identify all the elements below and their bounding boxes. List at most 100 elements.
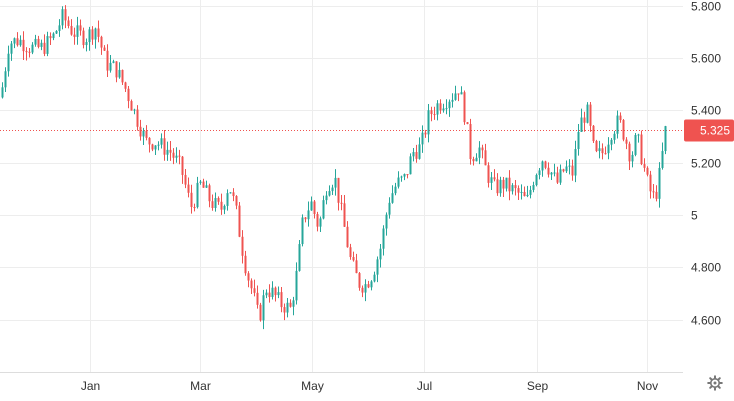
candle [304,217,307,223]
candle [103,45,106,51]
candle [259,302,262,322]
candle-body [496,179,499,194]
candle [634,133,637,157]
candle [358,271,361,291]
candle [586,102,589,124]
candle [664,125,667,155]
candle-body [376,259,379,275]
candle [559,164,562,185]
candle-body [196,182,199,208]
candle [397,171,400,189]
candle [262,289,265,330]
candle-body [37,38,40,47]
candle-body [262,295,265,321]
candle [94,27,97,49]
candle-body [100,36,103,48]
candle [13,37,16,49]
candle [253,279,256,297]
candle [415,144,418,163]
candle-body [187,184,190,193]
candle-body [190,192,193,208]
candle-body [31,44,34,53]
gear-icon[interactable] [707,375,723,391]
candle-body [604,153,607,155]
candle-body [619,115,622,121]
candle-body [130,101,133,111]
candle [571,159,574,181]
candle-body [340,202,343,204]
candle-body [238,205,241,237]
candle-body [385,214,388,229]
candle [550,171,553,181]
current-price-label: 5.325 [700,124,730,138]
candle [166,141,169,161]
candle [544,160,547,170]
x-tick-label: Jan [81,379,100,393]
candle [52,32,55,41]
candle-body [523,191,526,197]
candle-body [319,218,322,227]
candle-body [448,101,451,109]
x-tick-label: Nov [637,379,658,393]
candle-body [361,287,364,293]
candle-body [286,302,289,313]
candle [394,182,397,196]
candle [382,225,385,256]
candle [37,35,40,49]
candle-body [136,109,139,127]
candle-body [235,196,238,206]
candle-body [211,201,214,208]
candle-body [316,214,319,227]
candle [598,140,601,159]
candle-body [25,51,28,53]
candle [46,31,49,57]
candle [556,166,559,184]
candle [568,159,571,175]
candle-body [412,152,415,157]
candle [193,203,196,212]
candle [118,62,121,79]
candle [190,184,193,214]
candle-body [532,185,535,190]
candle [613,130,616,144]
candle-body [451,99,454,102]
candle [601,143,604,160]
candle-body [271,287,274,297]
candle [28,47,31,58]
candle [388,197,391,219]
candle [187,177,190,198]
candle-body [655,191,658,199]
candle [535,173,538,187]
candle [577,123,580,156]
candle-body [559,169,562,183]
candle-body [400,176,403,178]
candle-body [103,47,106,51]
candle-body [229,192,232,194]
candle [220,193,223,215]
candle [160,133,163,149]
candle-body [217,198,220,202]
candle [376,256,379,283]
candle-body [625,139,628,144]
candle-body [646,167,649,175]
candle [40,39,43,51]
candle-body [46,36,49,54]
candle-body [172,152,175,158]
candle [484,143,487,166]
candle-body [337,177,340,203]
candle-body [628,143,631,162]
candle-body [616,115,619,134]
candle [313,200,316,219]
candle-body [598,148,601,152]
candle-body [346,226,349,248]
candle [229,192,232,194]
candle [145,125,148,141]
candle-body [421,132,424,145]
candle-body [409,156,412,175]
candle [100,35,103,55]
candle-body [487,165,490,183]
candle-body [91,29,94,40]
candle-body [613,133,616,140]
candle-body [205,185,208,188]
